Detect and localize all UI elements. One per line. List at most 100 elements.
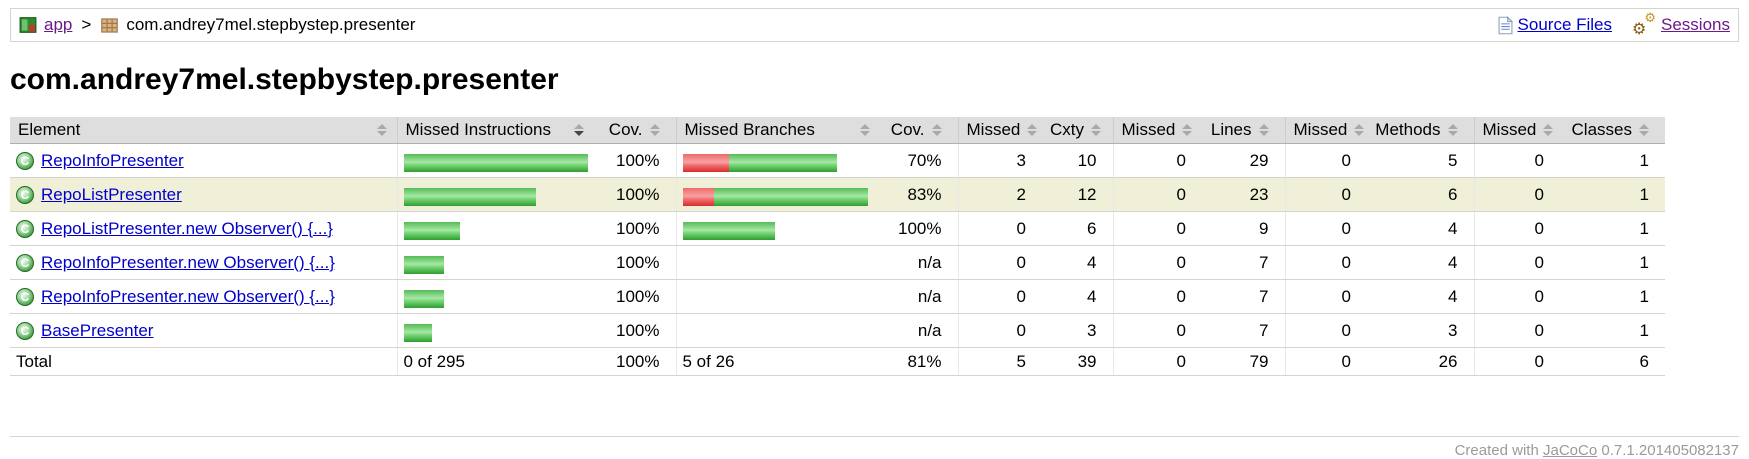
source-files-link[interactable]: Source Files [1517,15,1613,34]
column-header-methods[interactable]: Methods [1367,117,1474,144]
missed-cxty-cell: 2 [957,177,1042,212]
column-label: Methods [1375,120,1441,139]
classes-cell: 1 [1560,211,1665,246]
element-link[interactable]: RepoListPresenter [41,185,182,204]
covered-bar-segment [403,222,460,240]
sort-up-arrow [931,124,942,129]
column-header-cxty[interactable]: Cxty [1042,117,1113,144]
total-missed-methods-cell: 0 [1284,347,1367,376]
sort-icon [643,124,660,136]
column-header-branch-coverage[interactable]: Cov. [880,117,958,144]
sort-up-arrow [1543,124,1554,129]
sort-up-arrow [649,124,660,129]
sort-icon [1020,124,1038,136]
classes-cell: 1 [1560,313,1665,348]
element-link[interactable]: RepoInfoPresenter.new Observer() {...} [41,253,335,272]
instruction-coverage-cell: 100% [594,211,676,246]
footer-version: 0.7.1.201405082137 [1601,442,1739,459]
methods-cell: 4 [1367,245,1474,280]
cxty-cell: 4 [1042,279,1113,314]
missed-branches-bar-cell [675,143,880,178]
missed-bar-segment [682,188,714,206]
sort-down-arrow [649,131,660,136]
missed-instructions-bar-cell [396,279,594,314]
sessions-link[interactable]: Sessions [1661,15,1730,34]
element-cell: C BasePresenter [10,313,397,348]
breadcrumb-link-app[interactable]: app [44,15,73,34]
element-cell: C RepoListPresenter.new Observer() {...} [10,211,397,246]
package-icon [100,16,119,35]
table-row: C RepoInfoPresenter.new Observer() {...} 1… [10,279,1665,314]
table-row: C RepoInfoPresenter 100% 70% 3 10 0 29 0 5 0 1 [10,143,1665,178]
instruction-coverage-cell: 100% [594,313,676,348]
class-icon: C [16,321,34,340]
class-icon: C [16,185,34,204]
cxty-cell: 6 [1042,211,1113,246]
element-link[interactable]: RepoListPresenter.new Observer() {...} [41,219,333,238]
cxty-cell: 4 [1042,245,1113,280]
sort-up-arrow [1182,124,1193,129]
column-label: Cov. [890,120,925,139]
missed-cxty-cell: 3 [957,143,1042,178]
missed-lines-cell: 0 [1112,177,1202,212]
column-header-missed-cxty[interactable]: Missed [957,117,1042,144]
lines-cell: 9 [1202,211,1285,246]
footer-prefix: Created with [1454,442,1539,459]
cxty-cell: 10 [1042,143,1113,178]
sort-down-arrow [1447,131,1458,136]
column-header-missed-branches[interactable]: Missed Branches [675,117,880,144]
class-icon: C [16,151,34,170]
column-header-missed-instructions[interactable]: Missed Instructions [396,117,594,144]
sort-icon [1175,124,1193,136]
column-header-classes[interactable]: Classes [1560,117,1665,144]
missed-cxty-cell: 0 [957,245,1042,280]
missed-lines-cell: 0 [1112,211,1202,246]
classes-cell: 1 [1560,279,1665,314]
column-label: Missed [1482,120,1537,139]
table-row: C RepoInfoPresenter.new Observer() {...} 1… [10,245,1665,280]
column-header-instruction-coverage[interactable]: Cov. [594,117,676,144]
missed-branches-bar-cell [675,279,880,314]
missed-branches-bar-cell [675,211,880,246]
element-cell: C RepoListPresenter [10,177,397,212]
coverage-table: Element Missed Instructions Cov. Missed Bra… [10,117,1665,376]
covered-bar-segment [403,324,432,342]
sort-up-arrow [574,124,584,129]
sort-up-arrow [1639,124,1649,129]
column-header-lines[interactable]: Lines [1202,117,1285,144]
column-header-missed-classes[interactable]: Missed [1473,117,1560,144]
breadcrumb-current-package: com.andrey7mel.stepbystep.presenter [126,15,416,34]
column-label: Missed [1293,120,1348,139]
element-link[interactable]: RepoInfoPresenter.new Observer() {...} [41,287,335,306]
sort-down-arrow [1182,131,1193,136]
source-files-document-icon [1498,15,1513,35]
instruction-coverage-cell: 100% [594,245,676,280]
instruction-coverage-cell: 100% [594,177,676,212]
element-cell: C RepoInfoPresenter.new Observer() {...} [10,279,397,314]
sort-down-arrow [1543,131,1554,136]
sort-up-arrow [1447,124,1458,129]
cxty-cell: 3 [1042,313,1113,348]
lines-cell: 29 [1202,143,1285,178]
methods-cell: 6 [1367,177,1474,212]
missed-classes-cell: 0 [1473,313,1560,348]
column-header-missed-methods[interactable]: Missed [1284,117,1367,144]
jacoco-link[interactable]: JaCoCo [1542,442,1598,459]
methods-cell: 5 [1367,143,1474,178]
table-header-row: Element Missed Instructions Cov. Missed Bra… [10,117,1665,144]
sort-up-arrow [1354,124,1365,129]
sort-icon [567,124,584,136]
branch-coverage-cell: n/a [880,245,958,280]
sort-up-arrow [1258,124,1269,129]
element-link[interactable]: BasePresenter [41,321,154,340]
column-header-element[interactable]: Element [10,117,397,144]
sort-icon [1632,124,1649,136]
column-label: Classes [1571,120,1632,139]
element-link[interactable]: RepoInfoPresenter [41,151,184,170]
branch-coverage-cell: 83% [880,177,958,212]
column-header-missed-lines[interactable]: Missed [1112,117,1202,144]
total-label-cell: Total [10,347,397,376]
covered-bar-segment [682,222,775,240]
covered-bar-segment [403,154,588,172]
lines-cell: 23 [1202,177,1285,212]
